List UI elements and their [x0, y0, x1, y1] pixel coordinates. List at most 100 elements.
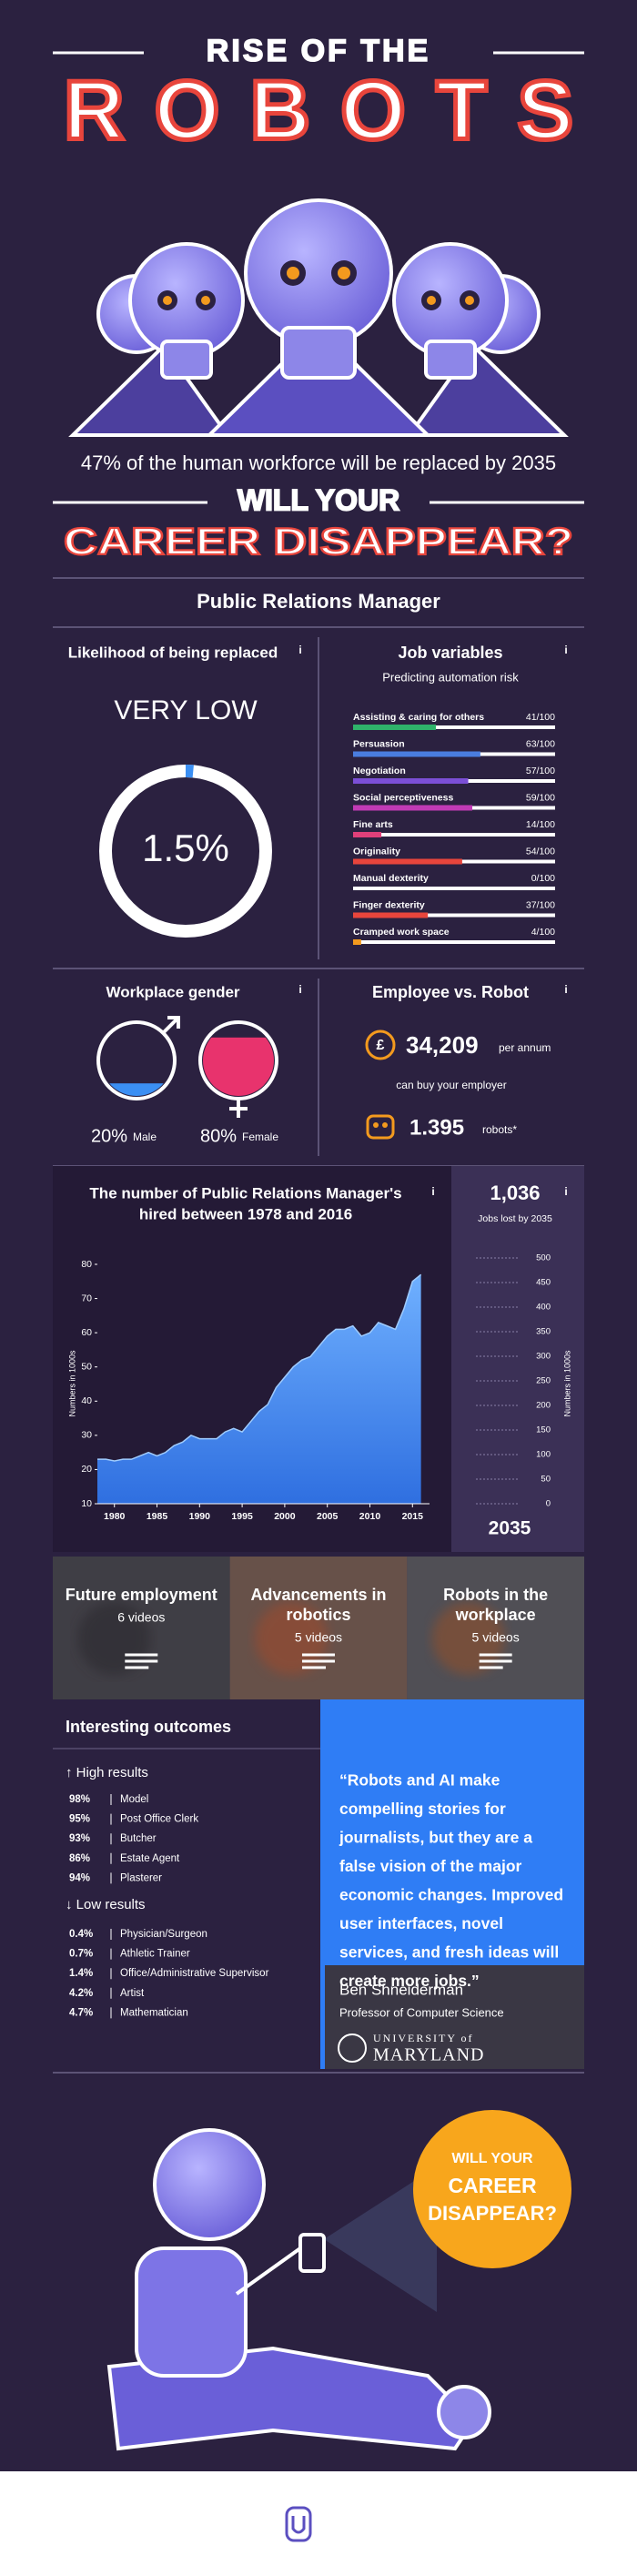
- jobs-tick-label: 250: [536, 1376, 551, 1386]
- variable-bar: [353, 751, 480, 757]
- quote-line: create more jobs.”: [339, 1972, 480, 1990]
- video-card[interactable]: [229, 1557, 408, 1699]
- info-icon[interactable]: i: [298, 983, 301, 996]
- variable-bar: [353, 858, 462, 865]
- info-icon[interactable]: i: [564, 644, 567, 656]
- info-icon[interactable]: i: [298, 644, 301, 656]
- outcome-pct: 0.7%: [69, 1949, 93, 1960]
- outcome-pct: 93%: [69, 1833, 90, 1844]
- outcome-job: Estate Agent: [120, 1853, 180, 1864]
- quote-line: “Robots and AI make: [339, 1771, 500, 1790]
- currency-icon: £: [377, 1038, 385, 1053]
- y-axis-label: Numbers in 1000s: [67, 1350, 76, 1417]
- badge-line[interactable]: WILL YOUR: [451, 2151, 533, 2166]
- outcome-job: Physician/Surgeon: [120, 1929, 207, 1940]
- likelihood-level: VERY LOW: [114, 695, 258, 725]
- jobs-tick-label: 300: [536, 1352, 551, 1362]
- header-rules: [53, 51, 584, 504]
- robots-count: 1.395: [410, 1115, 464, 1140]
- female-label: Female: [242, 1131, 278, 1143]
- jobs-lost-panel: [451, 1166, 584, 1552]
- variable-value: 41/100: [526, 712, 555, 723]
- badge-line[interactable]: CAREER: [448, 2174, 537, 2197]
- variable-bar: [353, 939, 361, 945]
- jobs-x-label: 2035: [489, 1518, 531, 1539]
- university-line: UNIVERSITY of: [373, 2032, 474, 2044]
- gender-circle: [96, 1020, 177, 1100]
- video-title[interactable]: robotics: [286, 1606, 350, 1624]
- likelihood-value: 1.5%: [142, 827, 229, 869]
- salary: 34,209: [406, 1031, 479, 1059]
- video-card[interactable]: [407, 1557, 585, 1699]
- outcome-pct: 0.4%: [69, 1929, 93, 1940]
- jobs-lost-value: 1,036: [490, 1182, 540, 1204]
- quote-line: journalists, but they are a: [339, 1829, 532, 1847]
- screen-glow: [324, 2166, 437, 2312]
- male-label: Male: [133, 1131, 157, 1143]
- university-line: MARYLAND: [373, 2045, 484, 2065]
- x-tick-label: 2005: [317, 1511, 339, 1522]
- info-icon[interactable]: i: [431, 1185, 434, 1198]
- area-fill: [97, 1274, 421, 1504]
- quote-line: services, and fresh ideas will: [339, 1943, 559, 1962]
- info-icon[interactable]: i: [564, 1185, 567, 1198]
- variable-name: Persuasion: [353, 738, 405, 749]
- video-blur: [254, 1602, 328, 1675]
- variable-track: [353, 833, 555, 837]
- quote-author: Ben Shneiderman: [339, 1981, 463, 1998]
- header-stat: 47% of the human workforce will be repla…: [81, 451, 556, 474]
- badge[interactable]: [413, 2110, 571, 2268]
- outcome-job: Butcher: [120, 1833, 157, 1844]
- author-panel: [320, 1965, 584, 2069]
- badge-line[interactable]: DISAPPEAR?: [428, 2202, 557, 2225]
- variable-track: [353, 887, 555, 890]
- outcome-pct: 94%: [69, 1872, 90, 1883]
- y-tick-label: 40: [81, 1395, 92, 1406]
- jobs-tick-label: 400: [536, 1303, 551, 1313]
- area-line: [97, 1273, 422, 1462]
- chart-title: The number of Public Relations Manager's: [89, 1184, 401, 1202]
- robot-icon: [366, 1114, 395, 1140]
- video-count[interactable]: 6 videos: [117, 1610, 165, 1625]
- robots-illustration: [68, 198, 569, 437]
- outcome-pct: 4.7%: [69, 2007, 93, 2018]
- variable-bar: [353, 778, 469, 784]
- outcome-job: Post Office Clerk: [120, 1814, 198, 1825]
- header-question1: WILL YOUR: [238, 483, 399, 516]
- video-title[interactable]: Robots in the: [443, 1586, 548, 1604]
- jobs-tick-label: 350: [536, 1327, 551, 1337]
- x-tick-label: 2000: [274, 1511, 296, 1522]
- outcome-pct: 86%: [69, 1853, 90, 1864]
- variable-name: Originality: [353, 846, 400, 857]
- male-symbol: [162, 1016, 180, 1034]
- variable-bar: [353, 805, 472, 811]
- low-title: ↓ Low results: [66, 1897, 146, 1912]
- jobs-tick-label: 500: [536, 1253, 551, 1263]
- quote-line: economic changes. Improved: [339, 1886, 563, 1904]
- brand-icon: [285, 2506, 312, 2542]
- video-card[interactable]: [53, 1557, 230, 1699]
- video-count[interactable]: 5 videos: [472, 1630, 520, 1645]
- outcome-pct: 98%: [69, 1794, 90, 1805]
- variable-name: Cramped work space: [353, 927, 450, 938]
- quote-line: user interfaces, novel: [339, 1914, 503, 1932]
- info-icon[interactable]: i: [564, 983, 567, 996]
- male-pct: 20%: [91, 1126, 127, 1146]
- variable-name: Assisting & caring for others: [353, 712, 484, 723]
- video-title[interactable]: Advancements in: [250, 1586, 386, 1604]
- variable-value: 54/100: [526, 846, 555, 857]
- header-question2: CAREER DISAPPEAR?: [64, 520, 573, 563]
- video-title[interactable]: Future employment: [66, 1586, 217, 1604]
- variable-bar: [353, 832, 382, 837]
- job-variables-title: Job variables: [398, 644, 502, 662]
- salary-unit: per annum: [499, 1041, 551, 1054]
- video-count[interactable]: 5 videos: [295, 1630, 342, 1645]
- variable-value: 4/100: [531, 927, 555, 938]
- video-title[interactable]: workplace: [455, 1606, 536, 1624]
- x-tick-label: 1995: [231, 1511, 253, 1522]
- variable-value: 57/100: [526, 766, 555, 776]
- gender-title: Workplace gender: [106, 983, 239, 1000]
- section-dividers: [53, 577, 584, 2074]
- high-title: ↑ High results: [66, 1765, 148, 1780]
